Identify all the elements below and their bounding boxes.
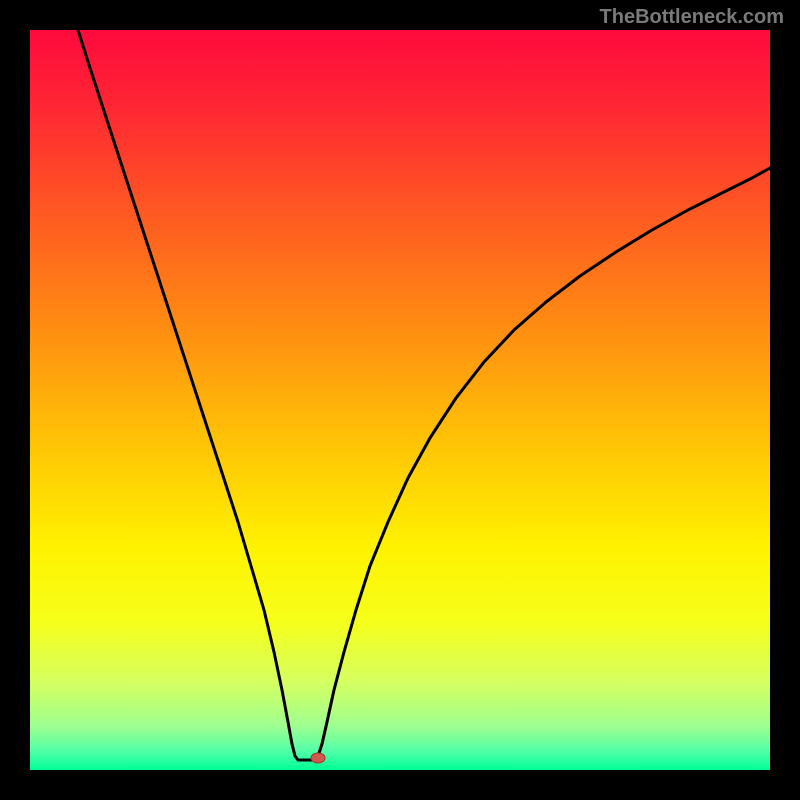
- watermark-text: TheBottleneck.com: [600, 6, 784, 29]
- outer-frame: TheBottleneck.com: [0, 0, 800, 800]
- bottleneck-curve: [78, 30, 770, 760]
- minimum-marker: [311, 753, 325, 763]
- curve-layer: [30, 30, 770, 770]
